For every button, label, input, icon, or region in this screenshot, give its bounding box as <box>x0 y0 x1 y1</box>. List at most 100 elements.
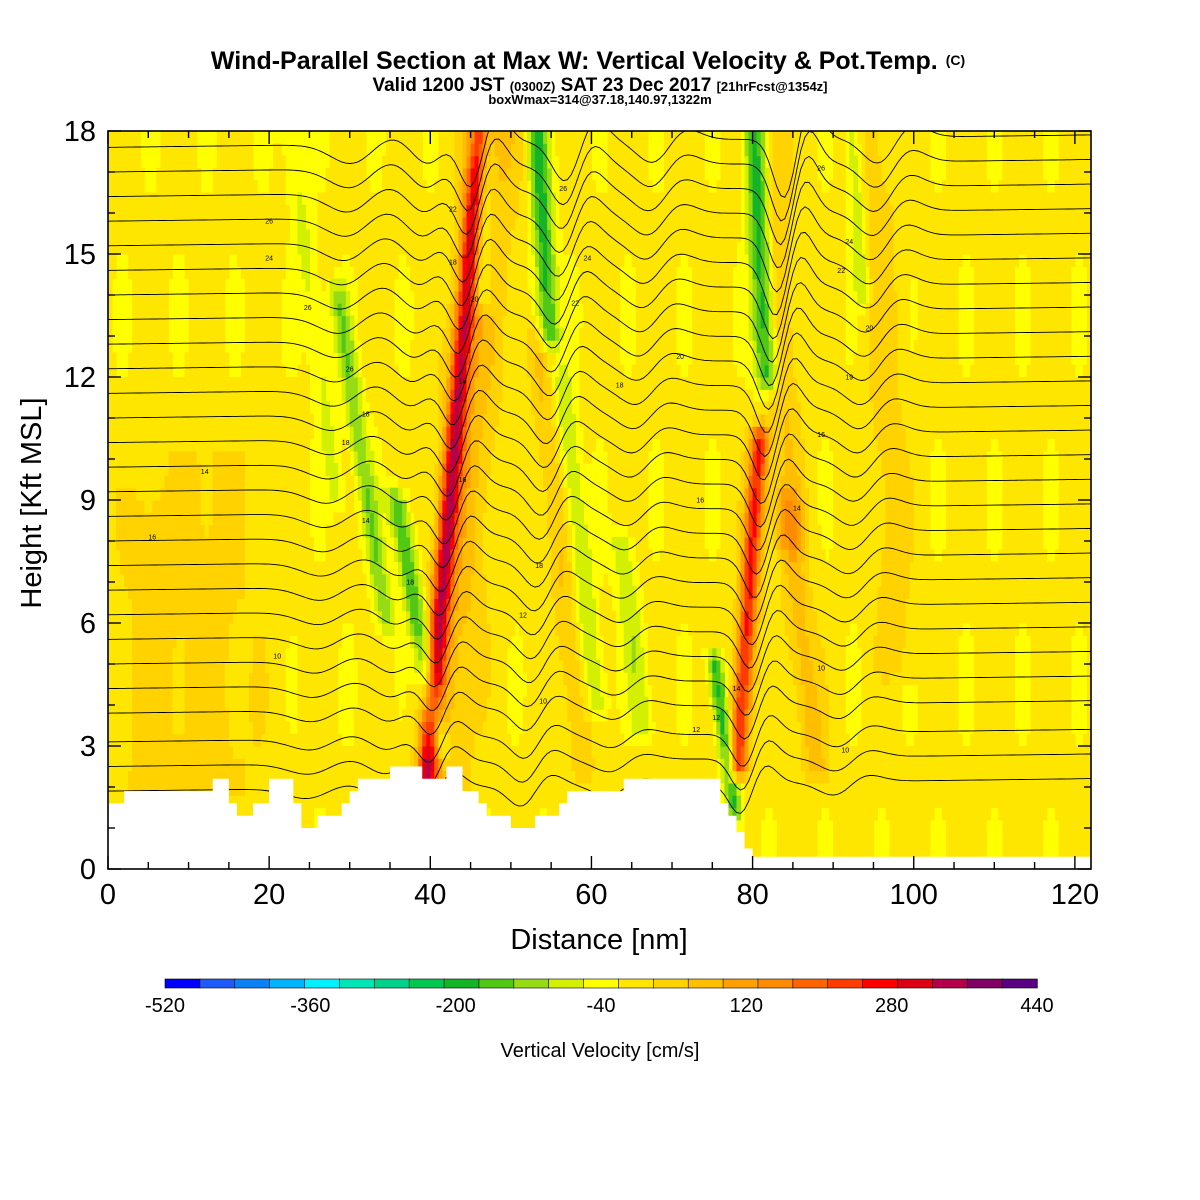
velocity-cell <box>349 217 355 230</box>
velocity-cell <box>293 586 298 599</box>
velocity-cell <box>204 721 210 735</box>
velocity-cell <box>224 721 230 735</box>
velocity-cell <box>265 573 270 587</box>
velocity-cell <box>277 352 282 366</box>
velocity-cell <box>132 327 137 341</box>
velocity-cell <box>273 733 278 747</box>
velocity-cell <box>289 487 294 501</box>
velocity-cell <box>430 426 435 440</box>
velocity-cell <box>224 500 230 513</box>
velocity-cell <box>265 500 270 513</box>
velocity-cell <box>216 204 222 218</box>
velocity-cell <box>406 721 411 735</box>
velocity-cell <box>353 782 359 796</box>
velocity-cell <box>273 229 278 243</box>
velocity-cell <box>156 746 161 759</box>
velocity-cell <box>434 364 439 378</box>
velocity-cell <box>156 733 161 747</box>
velocity-cell <box>273 426 278 440</box>
velocity-cell <box>261 598 266 612</box>
velocity-cell <box>305 746 311 759</box>
velocity-cell <box>361 143 367 157</box>
velocity-cell <box>261 340 266 353</box>
velocity-cell <box>325 795 331 809</box>
velocity-cell <box>108 217 113 230</box>
velocity-cell <box>385 254 391 267</box>
velocity-cell <box>148 659 153 673</box>
velocity-cell <box>494 807 500 821</box>
velocity-cell <box>337 795 343 809</box>
velocity-cell <box>244 303 250 317</box>
velocity-cell <box>216 549 222 563</box>
velocity-cell <box>446 524 452 538</box>
velocity-cell <box>474 143 480 157</box>
velocity-cell <box>390 389 395 403</box>
velocity-cell <box>228 192 234 206</box>
velocity-cell <box>224 475 230 489</box>
velocity-cell <box>329 795 335 809</box>
velocity-cell <box>144 561 149 575</box>
velocity-cell <box>410 155 415 169</box>
velocity-cell <box>124 647 129 661</box>
velocity-cell <box>240 241 246 255</box>
velocity-cell <box>434 536 439 550</box>
velocity-cell <box>120 389 125 403</box>
velocity-cell <box>253 487 258 501</box>
velocity-cell <box>369 303 375 317</box>
velocity-cell <box>414 229 419 243</box>
velocity-cell <box>406 684 411 698</box>
velocity-cell <box>381 426 387 440</box>
velocity-cell <box>385 241 391 255</box>
velocity-cell <box>192 770 198 784</box>
velocity-cell <box>200 241 206 255</box>
velocity-cell <box>176 143 182 157</box>
velocity-cell <box>297 733 302 747</box>
velocity-cell <box>136 635 141 649</box>
velocity-cell <box>120 721 125 735</box>
velocity-cell <box>381 561 387 575</box>
velocity-cell <box>188 623 194 636</box>
velocity-cell <box>261 659 266 673</box>
velocity-cell <box>249 684 254 698</box>
velocity-cell <box>301 536 307 550</box>
velocity-cell <box>414 340 419 353</box>
velocity-cell <box>442 746 448 759</box>
velocity-cell <box>321 438 327 452</box>
velocity-cell <box>152 684 157 698</box>
velocity-cell <box>309 426 315 440</box>
velocity-cell <box>333 598 339 612</box>
velocity-cell <box>168 549 174 563</box>
velocity-cell <box>164 549 170 563</box>
velocity-cell <box>112 684 117 698</box>
velocity-cell <box>341 586 347 599</box>
velocity-cell <box>253 352 258 366</box>
velocity-cell <box>196 573 202 587</box>
velocity-cell <box>490 807 496 821</box>
velocity-cell <box>156 635 161 649</box>
velocity-cell <box>188 561 194 575</box>
velocity-cell <box>305 795 311 809</box>
velocity-cell <box>277 254 282 267</box>
velocity-cell <box>180 500 186 513</box>
velocity-cell <box>257 610 262 624</box>
velocity-cell <box>394 463 399 476</box>
velocity-cell <box>140 623 145 636</box>
velocity-cell <box>369 659 375 673</box>
velocity-cell <box>369 512 375 526</box>
velocity-cell <box>422 684 427 698</box>
velocity-cell <box>257 340 262 353</box>
velocity-cell <box>148 536 153 550</box>
velocity-cell <box>160 131 165 144</box>
velocity-cell <box>313 561 319 575</box>
velocity-cell <box>200 327 206 341</box>
velocity-cell <box>196 364 202 378</box>
velocity-cell <box>373 315 379 329</box>
velocity-cell <box>188 709 194 722</box>
velocity-cell <box>498 475 504 489</box>
velocity-cell <box>494 364 500 378</box>
velocity-cell <box>474 475 480 489</box>
velocity-cell <box>112 647 117 661</box>
velocity-cell <box>430 254 435 267</box>
velocity-cell <box>128 647 133 661</box>
velocity-cell <box>466 377 472 390</box>
